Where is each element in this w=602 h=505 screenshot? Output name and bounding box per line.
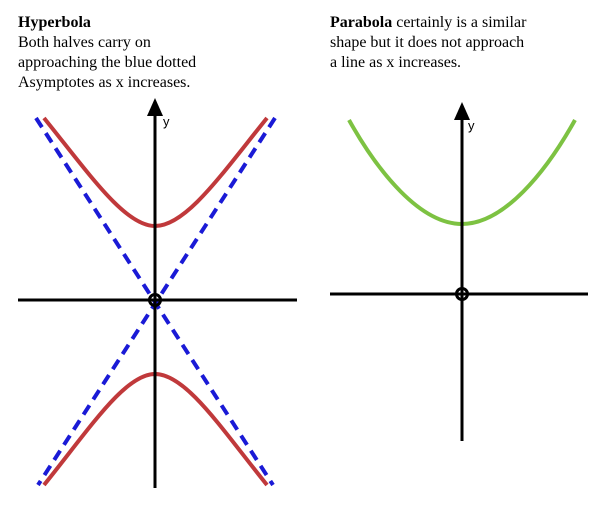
hyperbola-origin-marker (148, 293, 162, 307)
hyperbola-caption-line-3: Asymptotes as x increases. (18, 74, 191, 91)
parabola-caption: Parabola certainly is a similar shape bu… (330, 13, 590, 73)
hyperbola-heading: Hyperbola (18, 14, 91, 31)
parabola-caption-line-1: certainly is a similar (392, 14, 527, 31)
hyperbola-caption-line-2: approaching the blue dotted (18, 54, 197, 71)
parabola-y-axis-label: y (468, 118, 475, 133)
parabola-y-axis-arrow-icon (454, 102, 470, 120)
hyperbola-y-axis-arrow-icon (147, 98, 163, 116)
parabola-caption-line-2: shape but it does not approach (330, 34, 525, 51)
parabola-origin-marker (455, 287, 469, 301)
hyperbola-graph: y (18, 98, 297, 488)
hyperbola-y-axis-label: y (163, 114, 170, 129)
parabola-heading: Parabola (330, 14, 393, 31)
parabola-caption-line-3: a line as x increases. (330, 54, 462, 71)
hyperbola-caption-line-1: Both halves carry on (18, 34, 151, 51)
parabola-graph: y (330, 102, 588, 441)
hyperbola-caption: Hyperbola Both halves carry on approachi… (18, 13, 278, 93)
